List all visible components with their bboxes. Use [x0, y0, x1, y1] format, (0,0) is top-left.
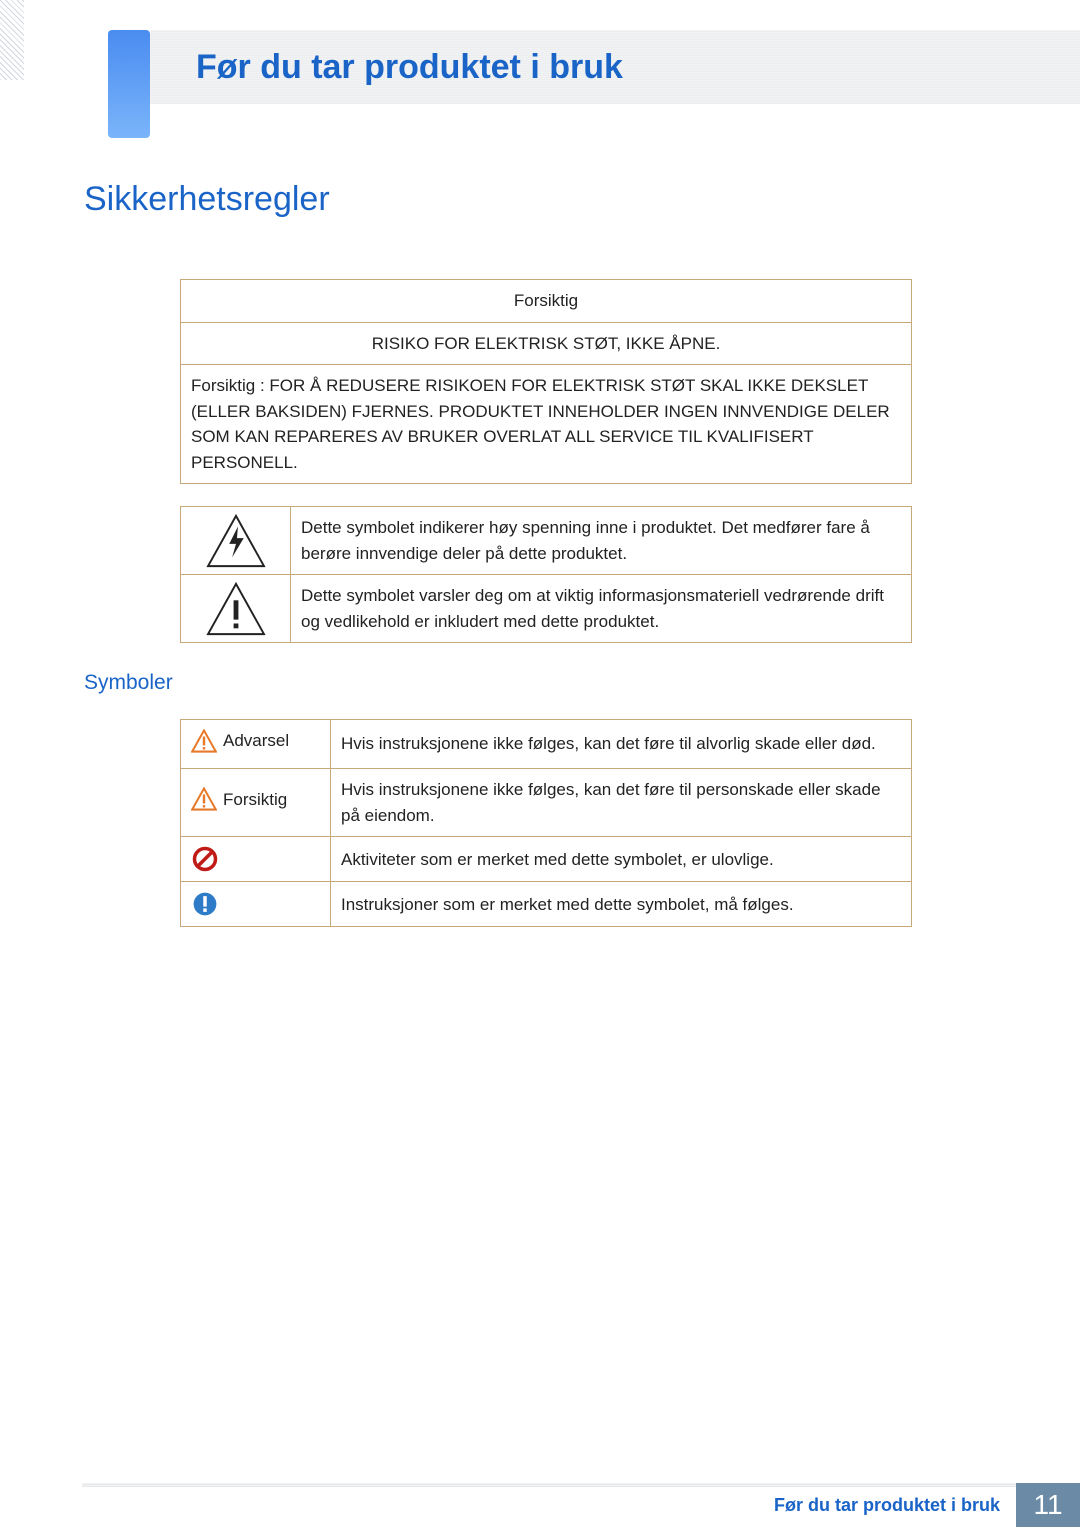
caution-row-body: Forsiktig : FOR Å REDUSERE RISIKOEN FOR …	[181, 365, 912, 484]
caution-triangle-icon	[191, 787, 217, 811]
caution-table: Forsiktig RISIKO FOR ELEKTRISK STØT, IKK…	[180, 279, 912, 484]
symbol-warning-label: Advarsel	[223, 728, 289, 754]
high-voltage-icon-cell	[181, 507, 291, 575]
symbol-warning-cell: Advarsel	[181, 720, 331, 769]
section-heading: Sikkerhetsregler	[84, 180, 996, 219]
symbol-prohibit-desc: Aktiviteter som er merket med dette symb…	[331, 837, 912, 882]
chapter-tab	[108, 30, 150, 138]
hazard-icon-table: Dette symbolet indikerer høy spenning in…	[180, 506, 912, 643]
footer-divider	[82, 1483, 1080, 1487]
corner-pattern	[0, 0, 24, 80]
prohibit-icon	[191, 845, 219, 873]
warning-triangle-icon	[191, 729, 217, 753]
caution-row-risk: RISIKO FOR ELEKTRISK STØT, IKKE ÅPNE.	[181, 322, 912, 365]
page-number: 11	[1016, 1483, 1080, 1527]
high-voltage-desc: Dette symbolet indikerer høy spenning in…	[291, 507, 912, 575]
page-footer: Før du tar produktet i bruk 11	[82, 1483, 1080, 1527]
symbol-caution-label: Forsiktig	[223, 787, 287, 813]
symbols-table: Advarsel Hvis instruksjonene ikke følges…	[180, 719, 912, 927]
symbols-heading: Symboler	[84, 671, 996, 695]
symbol-caution-cell: Forsiktig	[181, 769, 331, 837]
high-voltage-icon	[205, 513, 267, 569]
symbol-mandatory-desc: Instruksjoner som er merket med dette sy…	[331, 882, 912, 927]
chapter-title: Før du tar produktet i bruk	[196, 48, 623, 87]
caution-row-title: Forsiktig	[181, 280, 912, 323]
page-content: Sikkerhetsregler Forsiktig RISIKO FOR EL…	[84, 180, 996, 949]
info-triangle-icon-cell	[181, 575, 291, 643]
symbol-prohibit-cell	[181, 837, 331, 882]
chapter-header: Før du tar produktet i bruk	[150, 30, 1080, 104]
info-triangle-icon	[205, 581, 267, 637]
symbol-warning-desc: Hvis instruksjonene ikke følges, kan det…	[331, 720, 912, 769]
info-triangle-desc: Dette symbolet varsler deg om at viktig …	[291, 575, 912, 643]
mandatory-icon	[191, 890, 219, 918]
footer-chapter-text: Før du tar produktet i bruk	[774, 1495, 1000, 1516]
symbol-caution-desc: Hvis instruksjonene ikke følges, kan det…	[331, 769, 912, 837]
symbol-mandatory-cell	[181, 882, 331, 927]
